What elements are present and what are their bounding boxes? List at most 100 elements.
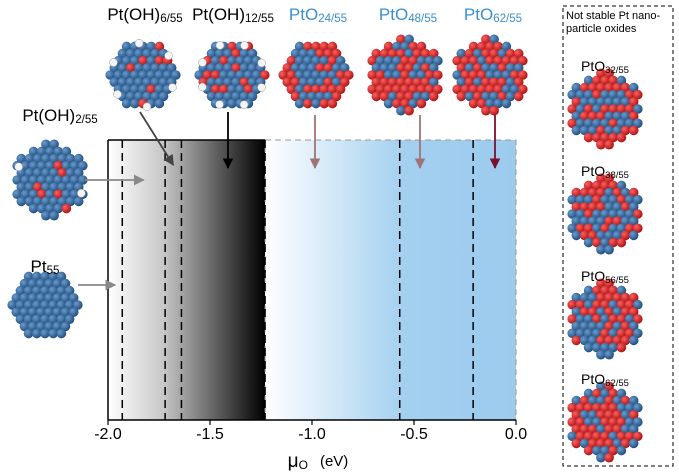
label-sub: 62/55 bbox=[493, 13, 522, 25]
atom-h bbox=[216, 100, 224, 108]
atom bbox=[629, 231, 639, 241]
atom bbox=[29, 204, 39, 214]
atom bbox=[514, 92, 524, 102]
atom bbox=[396, 106, 406, 116]
x-tick-label: -1.5 bbox=[196, 426, 224, 443]
label-sub: 6/55 bbox=[160, 13, 182, 25]
atom bbox=[41, 211, 51, 221]
label-base: PtO bbox=[581, 163, 605, 179]
label-base: Pt bbox=[31, 257, 47, 276]
label-base: Pt(OH) bbox=[192, 5, 245, 24]
phase-label: Pt(OH)12/55 bbox=[192, 5, 274, 25]
atom bbox=[596, 245, 606, 255]
atom bbox=[40, 329, 50, 339]
atom bbox=[604, 453, 614, 463]
atom bbox=[584, 133, 594, 143]
atom bbox=[572, 126, 582, 136]
figure: -2.0-1.5-1.0-0.50.0μO(eV)Pt55Pt(OH)2/55P… bbox=[0, 0, 679, 474]
atom bbox=[469, 99, 479, 109]
atom bbox=[604, 350, 614, 360]
atom bbox=[303, 99, 313, 109]
label-base: PtO bbox=[379, 5, 408, 24]
atom-h bbox=[199, 59, 207, 67]
label-sub: 56/55 bbox=[605, 275, 629, 286]
unstable-label: PtO62/55 bbox=[581, 371, 629, 389]
atom-h bbox=[135, 39, 143, 47]
atom bbox=[227, 99, 237, 109]
x-tick-label: 0.0 bbox=[505, 426, 527, 443]
label-sub: 2/55 bbox=[75, 114, 97, 126]
atom bbox=[457, 92, 467, 102]
atom-h bbox=[110, 59, 118, 67]
atom bbox=[617, 133, 627, 143]
atom bbox=[584, 446, 594, 456]
phase-label: PtO24/55 bbox=[289, 5, 347, 25]
atom bbox=[604, 140, 614, 150]
atom-h bbox=[240, 42, 248, 50]
atom bbox=[384, 99, 394, 109]
atom bbox=[596, 140, 606, 150]
atom-h bbox=[15, 163, 23, 171]
x-label-symbol: μ bbox=[288, 451, 299, 472]
phase-label: PtO62/55 bbox=[464, 5, 522, 25]
label-base: Pt(OH) bbox=[22, 106, 75, 125]
phase-label: Pt55 bbox=[31, 257, 60, 277]
atom bbox=[596, 350, 606, 360]
atom bbox=[604, 245, 614, 255]
atom bbox=[32, 329, 42, 339]
x-axis-label: μO (eV) bbox=[288, 451, 349, 472]
atom bbox=[429, 92, 439, 102]
label-base: PtO bbox=[289, 5, 318, 24]
atom bbox=[572, 439, 582, 449]
atom-h bbox=[168, 83, 176, 91]
phase-label: Pt(OH)6/55 bbox=[107, 5, 182, 25]
atom bbox=[584, 238, 594, 248]
atom bbox=[629, 126, 639, 136]
label-sub: 62/55 bbox=[605, 378, 629, 389]
atom-h bbox=[113, 90, 121, 98]
unstable-label: PtO56/55 bbox=[581, 268, 629, 286]
atom-h bbox=[77, 189, 85, 197]
label-base: PtO bbox=[581, 268, 605, 284]
atom bbox=[572, 231, 582, 241]
atom-h bbox=[143, 103, 151, 111]
atom bbox=[57, 329, 67, 339]
atom bbox=[295, 99, 305, 109]
unstable-label: PtO32/55 bbox=[581, 58, 629, 76]
label-base: PtO bbox=[581, 371, 605, 387]
atom-h bbox=[165, 52, 173, 60]
atom bbox=[24, 329, 34, 339]
label-sub: 12/55 bbox=[245, 13, 274, 25]
phase-label: Pt(OH)2/55 bbox=[22, 106, 97, 126]
label-sub: 38/55 bbox=[605, 170, 629, 181]
atom-h bbox=[258, 59, 266, 67]
atom bbox=[49, 211, 59, 221]
x-label-unit: (eV) bbox=[320, 453, 348, 470]
atom bbox=[62, 204, 72, 214]
atom bbox=[328, 99, 338, 109]
x-label-sub: O bbox=[299, 458, 308, 472]
atom bbox=[629, 336, 639, 346]
label-base: Pt(OH) bbox=[107, 5, 160, 24]
x-tick-label: -0.5 bbox=[400, 426, 428, 443]
atom bbox=[481, 106, 491, 116]
label-base: PtO bbox=[464, 5, 493, 24]
atom bbox=[489, 106, 499, 116]
atom bbox=[596, 453, 606, 463]
atom bbox=[502, 99, 512, 109]
atom bbox=[572, 336, 582, 346]
label-base: PtO bbox=[581, 58, 605, 74]
atom bbox=[74, 197, 84, 207]
unstable-title: particle oxides bbox=[566, 23, 637, 35]
unstable-label: PtO38/55 bbox=[581, 163, 629, 181]
label-sub: 32/55 bbox=[605, 65, 629, 76]
atom bbox=[617, 343, 627, 353]
oxide-region bbox=[265, 140, 516, 420]
atom bbox=[417, 99, 427, 109]
atom bbox=[617, 238, 627, 248]
label-sub: 55 bbox=[47, 265, 60, 277]
atom-h bbox=[240, 101, 248, 109]
label-sub: 48/55 bbox=[408, 13, 437, 25]
atom bbox=[404, 106, 414, 116]
label-sub: 24/55 bbox=[318, 13, 347, 25]
